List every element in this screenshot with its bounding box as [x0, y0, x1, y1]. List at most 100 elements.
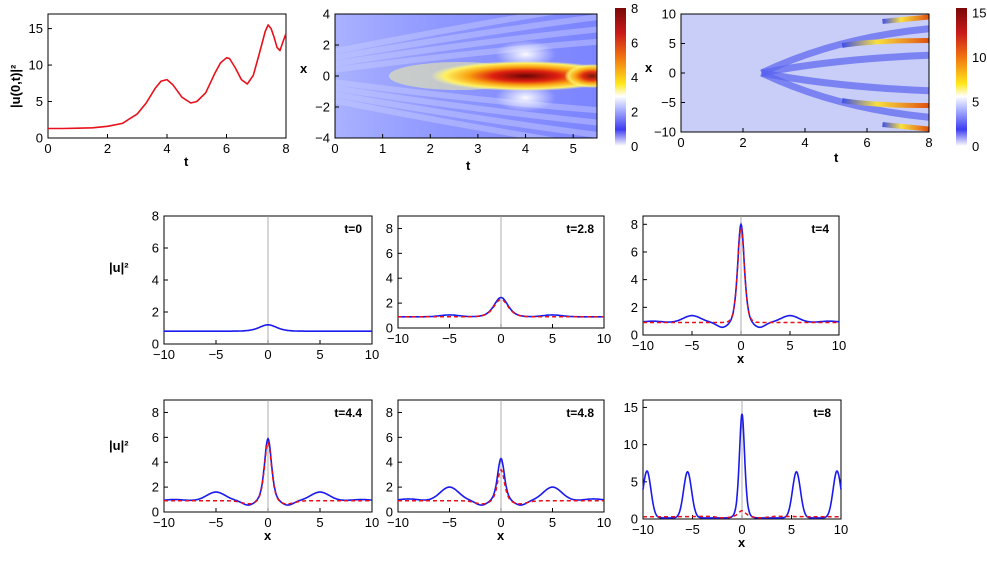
x-tick-label: 0 [44, 141, 51, 156]
y-tick-label: 2 [323, 38, 330, 53]
y-tick-label: 2 [152, 305, 159, 320]
y-tick-label: 4 [386, 271, 393, 286]
panel-c: 0 2 4 6 8 −10 −5 0 5 10 t x 0 5 10 15 [645, 5, 986, 165]
profile-dashed-line [398, 468, 604, 505]
y-tick-label: 6 [152, 430, 159, 445]
panel-a-frame [47, 13, 287, 139]
y-tick-label: 8 [386, 221, 393, 236]
colorbar-tick-label: 0 [972, 139, 979, 154]
y-tick-label: 4 [152, 273, 159, 288]
colorbar-tick-label: 15 [972, 5, 986, 20]
x-tick-label: 10 [365, 515, 379, 530]
x-tick-label: 0 [331, 141, 338, 156]
y-tick-label: −2 [315, 100, 330, 115]
profile-dashed-line [164, 440, 372, 505]
y-tick-label: 5 [669, 36, 676, 51]
x-tick-label: 4 [801, 135, 808, 150]
y-tick-label: 0 [36, 131, 43, 146]
x-tick-label: 5 [570, 141, 577, 156]
y-axis-label: |u|² [109, 260, 129, 275]
heatmap-filament [841, 38, 929, 48]
profile-line [164, 324, 372, 332]
x-tick-label: 1 [379, 141, 386, 156]
x-tick-label: −10 [387, 331, 409, 346]
x-tick-label: 2 [427, 141, 434, 156]
profile-line [643, 222, 839, 329]
x-axis-label: x [738, 535, 746, 550]
panel-d3: −10 −5 0 5 10 0 2 4 6 8 t=4 x [631, 215, 846, 366]
x-tick-label: 0 [497, 515, 504, 530]
x-tick-label: 8 [282, 141, 289, 156]
heatmap-ridge [335, 38, 597, 73]
series-line [48, 24, 287, 130]
y-tick-label: 0 [323, 69, 330, 84]
y-axis-label: |u|² [109, 438, 129, 453]
x-axis-label: t [466, 158, 471, 173]
y-tick-label: −10 [654, 125, 676, 140]
y-tick-label: 0 [386, 321, 393, 336]
time-label: t=4.4 [334, 406, 362, 420]
x-tick-label: −5 [442, 515, 457, 530]
profile-dashed-line [398, 298, 604, 318]
heatmap-ridge [760, 25, 929, 77]
x-tick-label: 0 [497, 331, 504, 346]
colorbar [956, 8, 967, 146]
x-tick-label: 4 [522, 141, 529, 156]
heatmap-ridge [335, 14, 558, 55]
panel-e2: −10 −5 0 5 10 0 2 4 6 8 t=4.8 x [386, 399, 611, 543]
y-tick-label: −4 [315, 131, 330, 146]
heatmap-tail [564, 64, 597, 88]
x-tick-label: 2 [739, 135, 746, 150]
y-tick-label: 8 [386, 405, 393, 420]
heatmap-ridge [760, 51, 929, 77]
x-axis-label: t [184, 154, 189, 169]
y-tick-label: 15 [624, 400, 638, 415]
colorbar-tick-label: 10 [972, 50, 986, 65]
profile-dashed-line [643, 509, 841, 519]
y-tick-label: 8 [152, 405, 159, 420]
profile-dashed-line [643, 225, 839, 324]
y-axis-label: x [300, 61, 308, 76]
x-tick-label: −10 [632, 338, 654, 353]
x-axis-label: x [737, 351, 745, 366]
x-tick-label: 5 [316, 347, 323, 362]
x-tick-label: −10 [153, 347, 175, 362]
x-tick-label: 8 [925, 135, 932, 150]
y-tick-label: 8 [631, 217, 638, 232]
colorbar-tick-label: 0 [631, 139, 638, 154]
x-tick-label: 5 [549, 331, 556, 346]
heatmap-ridge [335, 85, 597, 126]
x-tick-label: 10 [597, 331, 611, 346]
y-tick-label: 2 [386, 296, 393, 311]
y-tick-label: 2 [631, 300, 638, 315]
x-tick-label: 0 [264, 515, 271, 530]
y-tick-label: 6 [631, 244, 638, 259]
x-tick-label: 3 [474, 141, 481, 156]
x-tick-label: 5 [788, 522, 795, 537]
x-tick-label: 6 [223, 141, 230, 156]
y-tick-label: −5 [661, 95, 676, 110]
panel-d2: −10 −5 0 5 10 0 2 4 6 8 t=2.8 [386, 215, 611, 346]
y-tick-label: 2 [152, 480, 159, 495]
y-tick-label: 10 [662, 7, 676, 22]
heatmap-filament [841, 98, 929, 108]
x-tick-label: −5 [442, 331, 457, 346]
y-axis-label: |u(0,t)|² [8, 64, 23, 108]
colorbar-tick-label: 5 [972, 94, 979, 109]
y-tick-label: 6 [152, 241, 159, 256]
x-tick-label: 6 [863, 135, 870, 150]
x-tick-label: −10 [387, 515, 409, 530]
y-axis-label: x [645, 60, 653, 75]
time-label: t=4.8 [566, 406, 594, 420]
colorbar [615, 8, 626, 146]
x-tick-label: 0 [738, 522, 745, 537]
y-tick-label: 2 [386, 480, 393, 495]
x-tick-label: 10 [365, 347, 379, 362]
heatmap-ridge [760, 69, 929, 121]
time-label: t=2.8 [566, 222, 594, 236]
heatmap-filament [882, 122, 929, 132]
x-tick-label: −5 [209, 515, 224, 530]
panel-e3: −10 −5 0 5 10 0 5 10 15 t=8 x [624, 399, 848, 550]
x-tick-label: 5 [549, 515, 556, 530]
